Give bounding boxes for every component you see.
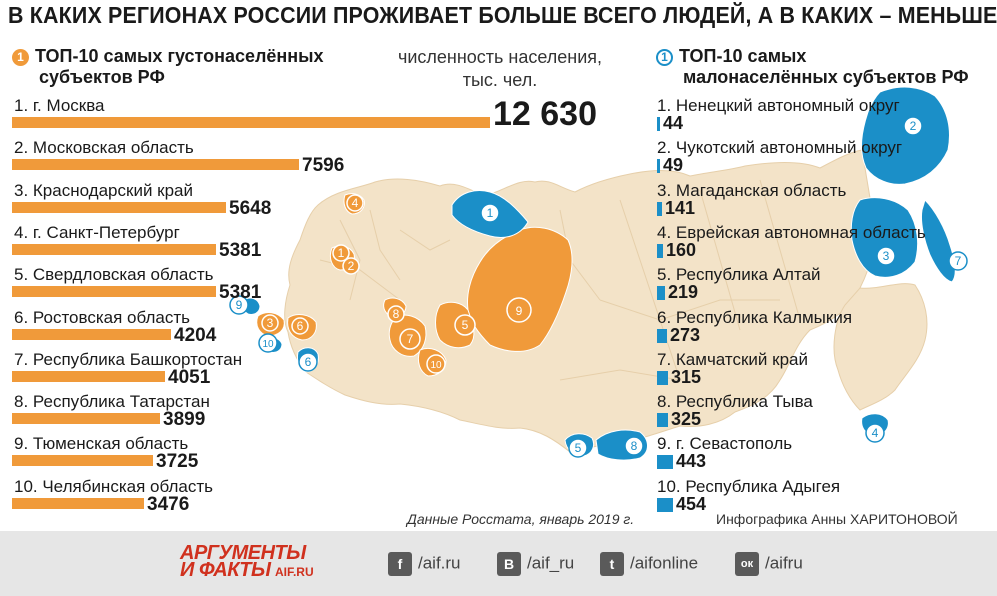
page-title: В КАКИХ РЕГИОНАХ РОССИИ ПРОЖИВАЕТ БОЛЬШЕ…: [8, 2, 997, 28]
svg-text:2: 2: [348, 259, 355, 273]
marker-orange-6: 6: [291, 317, 309, 335]
svg-text:10: 10: [262, 339, 274, 350]
left-title-line2: субъектов РФ: [39, 67, 165, 87]
svg-text:5: 5: [462, 318, 469, 332]
social-twitter[interactable]: t/aifonline: [600, 552, 698, 576]
svg-text:9: 9: [236, 298, 243, 312]
svg-text:7: 7: [407, 332, 414, 346]
map-territory: [284, 149, 876, 453]
unit-line1: численность населения,: [397, 47, 603, 67]
svg-text:4: 4: [872, 426, 879, 440]
marker-orange-2: 2: [342, 257, 360, 275]
marker-orange-4: 4: [346, 194, 364, 212]
right-title-line1: ТОП-10 самых: [679, 46, 807, 66]
orange-badge-icon: 1: [12, 49, 29, 66]
region-kamchatka: [921, 199, 956, 283]
marker-orange-3: 3: [261, 314, 279, 332]
marker-blue-2: 2: [903, 116, 923, 136]
svg-text:10: 10: [430, 360, 442, 371]
right-title-line2: малонаселённых субъектов РФ: [683, 67, 969, 87]
facebook-icon: f: [388, 552, 412, 576]
marker-orange-10: 10: [426, 354, 446, 374]
social-handle: /aif_ru: [527, 553, 575, 573]
social-vk[interactable]: В/aif_ru: [497, 552, 574, 576]
social-facebook[interactable]: f/aif.ru: [388, 552, 461, 576]
svg-text:9: 9: [516, 304, 523, 318]
svg-text:5: 5: [575, 441, 582, 455]
source-note: Данные Росстата, январь 2019 г.: [407, 511, 635, 527]
marker-blue-7: 7: [948, 251, 968, 271]
vk-icon: В: [497, 552, 521, 576]
svg-text:2: 2: [910, 119, 917, 133]
unit-label: численность населения, тыс. чел.: [380, 46, 620, 92]
right-section-title: 1 ТОП-10 самых малонаселённых субъектов Р…: [656, 46, 969, 88]
svg-text:1: 1: [338, 246, 345, 260]
marker-orange-8: 8: [387, 305, 405, 323]
marker-orange-9: 9: [506, 297, 532, 323]
svg-text:6: 6: [297, 319, 304, 333]
social-odnoklassniki[interactable]: ок/aifru: [735, 552, 803, 576]
svg-text:7: 7: [955, 254, 962, 268]
logo-line2: И ФАКТЫ: [180, 559, 271, 581]
twitter-icon: t: [600, 552, 624, 576]
social-handle: /aifru: [765, 553, 803, 573]
marker-blue-3: 3: [876, 246, 896, 266]
marker-orange-5: 5: [454, 314, 476, 336]
svg-text:3: 3: [267, 316, 274, 330]
credit: Инфографика Анны ХАРИТОНОВОЙ: [716, 511, 958, 527]
svg-text:3: 3: [883, 249, 890, 263]
svg-text:8: 8: [393, 307, 400, 321]
marker-blue-10: 10: [258, 333, 278, 353]
marker-blue-9: 9: [229, 295, 249, 315]
left-title-line1: ТОП-10 самых густонаселённых: [35, 46, 324, 66]
svg-text:1: 1: [487, 206, 494, 220]
footer: АРГУМЕНТЫ И ФАКТЫ AIF.RU f/aif.ru В/aif_…: [0, 531, 997, 596]
logo-line1: АРГУМЕНТЫ: [180, 542, 306, 564]
left-section-title: 1 ТОП-10 самых густонаселённых субъектов …: [12, 46, 324, 88]
marker-blue-4: 4: [865, 423, 885, 443]
marker-blue-6: 6: [298, 352, 318, 372]
svg-text:4: 4: [352, 196, 359, 210]
marker-blue-1: 1: [480, 203, 500, 223]
unit-line2: тыс. чел.: [462, 70, 538, 90]
marker-orange-7: 7: [399, 328, 421, 350]
svg-text:6: 6: [305, 355, 312, 369]
region-magadan: [850, 197, 919, 278]
marker-orange-1: 1: [332, 244, 350, 262]
logo-url: AIF.RU: [274, 565, 314, 579]
blue-badge-icon: 1: [656, 49, 673, 66]
svg-text:8: 8: [631, 439, 638, 453]
odnoklassniki-icon: ок: [735, 552, 759, 576]
region-chukotka: [861, 86, 950, 185]
aif-logo[interactable]: АРГУМЕНТЫ И ФАКТЫ AIF.RU: [180, 542, 314, 581]
marker-blue-5: 5: [568, 438, 588, 458]
marker-blue-8: 8: [624, 436, 644, 456]
social-handle: /aifonline: [630, 553, 699, 573]
social-handle: /aif.ru: [418, 553, 461, 573]
